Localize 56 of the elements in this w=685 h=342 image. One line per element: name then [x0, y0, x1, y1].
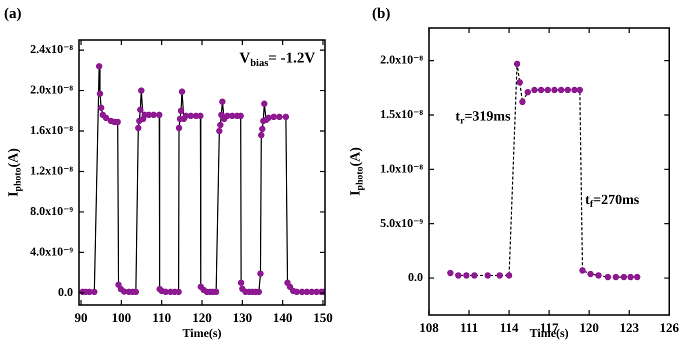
- x-tick-label: 126: [660, 320, 680, 336]
- y-tick-label: 5.0x10⁻⁹: [380, 216, 424, 230]
- point: [620, 274, 628, 280]
- point: [471, 272, 478, 279]
- point: [506, 272, 512, 279]
- point: [544, 86, 551, 94]
- chart-title: (b): [372, 6, 390, 22]
- point: [612, 274, 620, 280]
- point: [463, 272, 470, 279]
- y-tick-label: 1.5x10⁻⁸: [380, 107, 424, 122]
- y-tick-label: 0.0: [58, 284, 73, 299]
- y-axis-title: Iphoto(A): [348, 146, 366, 196]
- x-tick-label: 108: [419, 320, 440, 336]
- y-tick-label: 2.0x10⁻⁸: [380, 52, 424, 67]
- point: [551, 86, 558, 94]
- point: [538, 86, 544, 94]
- point: [531, 86, 538, 94]
- point: [604, 274, 612, 280]
- point: [627, 274, 634, 280]
- point: [634, 274, 640, 280]
- y-tick-label: 1.0x10⁻⁸: [380, 161, 424, 176]
- point: [516, 79, 523, 86]
- point: [514, 60, 520, 68]
- x-tick-label: 150: [313, 310, 333, 326]
- y-tick-label: 2.0x10⁻⁸: [30, 82, 74, 97]
- point: [558, 86, 564, 94]
- x-tick-label: 130: [232, 310, 252, 326]
- point: [595, 272, 602, 279]
- point: [484, 272, 491, 279]
- y-tick-label: 1.6x10⁻⁸: [30, 123, 74, 138]
- point: [496, 272, 503, 279]
- y-tick-label: 2.4x10⁻⁸: [30, 42, 74, 56]
- point: [587, 270, 594, 278]
- x-tick-label: 123: [619, 320, 640, 336]
- x-tick-label: 90: [74, 310, 88, 326]
- point: [455, 272, 462, 279]
- point: [564, 86, 572, 94]
- point: [447, 270, 454, 276]
- y-axis-title: Iphoto(A): [6, 148, 24, 197]
- x-tick-label: 114: [500, 320, 519, 336]
- x-tick-label: 120: [579, 320, 599, 336]
- x-tick-label: 120: [192, 310, 212, 326]
- point: [579, 267, 586, 274]
- y-tick-label: 1.2x10⁻⁸: [30, 164, 74, 178]
- x-tick-label: 140: [272, 310, 292, 326]
- point: [519, 98, 526, 106]
- x-axis-title: Time(s): [182, 326, 222, 340]
- x-tick-label: 110: [152, 310, 172, 326]
- x-tick-label: 111: [460, 320, 478, 336]
- point: [576, 86, 584, 94]
- y-tick-label: 4.0x10⁻⁹: [30, 244, 74, 258]
- x-tick-label: 100: [112, 310, 132, 326]
- chart-title: (a): [4, 6, 22, 22]
- y-tick-label: 0.0: [408, 270, 423, 284]
- point: [524, 88, 531, 96]
- y-tick-label: 8.0x10⁻⁹: [30, 204, 74, 218]
